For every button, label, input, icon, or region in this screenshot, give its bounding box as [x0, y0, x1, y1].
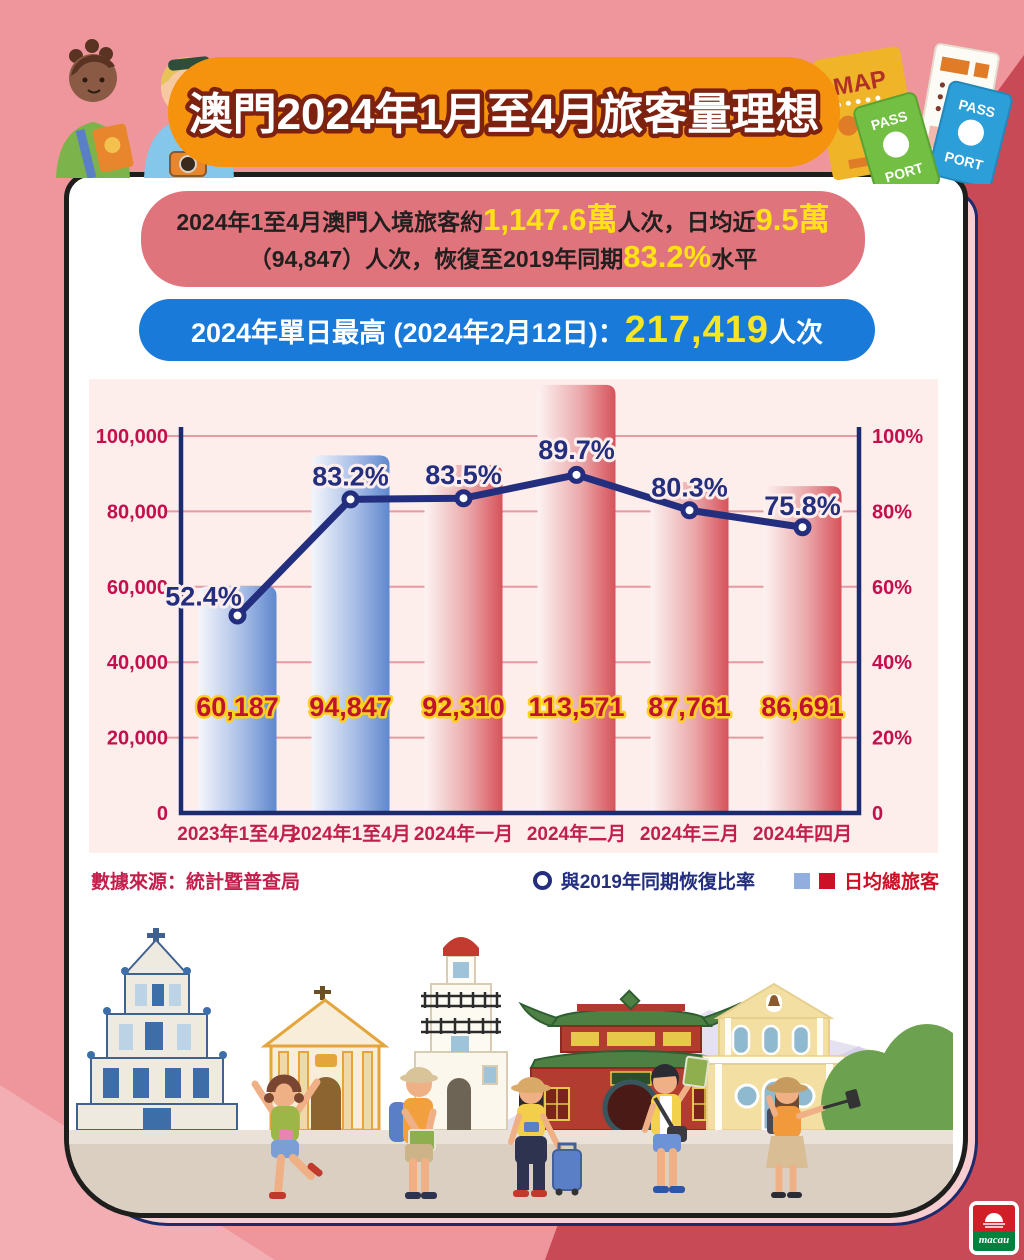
- text-segment: 217,419: [624, 309, 770, 351]
- logo-emblem: [973, 1205, 1015, 1231]
- travel-documents-illustration: MAP PASS PORT PASS PORT: [813, 43, 1013, 184]
- summary-line-1: 2024年1至4月澳門入境旅客約 1,147.6萬 人次，日均近 9.5萬: [176, 202, 829, 239]
- text-segment: 9.5萬: [755, 202, 830, 238]
- percent-label: 83.2%: [312, 461, 389, 491]
- text-segment: 水平: [711, 246, 758, 272]
- left-axis-tick: 40,000: [107, 652, 168, 674]
- x-axis-label: 2023年1至4月: [177, 822, 297, 845]
- text-segment: 2024年1至4月澳門入境旅客約: [176, 209, 484, 236]
- bar-value-label: 113,571: [528, 692, 624, 722]
- left-axis-tick: 20,000: [107, 728, 168, 750]
- left-axis-tick: 60,000: [107, 577, 168, 599]
- left-axis-tick: 100,000: [96, 426, 168, 448]
- summary-line-2: （94,847）人次，恢復至2019年同期 83.2% 水平: [249, 239, 757, 276]
- macau-landmarks-illustration: [69, 928, 953, 1213]
- content-card: 2024年1至4月澳門入境旅客約 1,147.6萬 人次，日均近 9.5萬 （94,8…: [64, 172, 968, 1218]
- bar-legend-label: 日均總旅客: [843, 872, 939, 893]
- right-axis-tick: 60%: [872, 577, 912, 599]
- tourist-backpacker-man: [389, 1067, 438, 1199]
- chart-panel: 100,000 80,000 60,000 40,000 20,000 0 100% 80% 6…: [89, 379, 938, 853]
- left-axis-tick: 0: [157, 803, 168, 825]
- title-banner: 澳門2024年1月至4月旅客量理想: [168, 57, 840, 167]
- bar-value-label: 94,847: [309, 692, 392, 722]
- passport-blue: PASS PORT: [928, 80, 1013, 184]
- right-axis-tick: 20%: [872, 728, 912, 750]
- text-segment: （94,847）人次，恢復至2019年同期: [248, 246, 624, 272]
- passport-in-hand: [92, 123, 134, 173]
- bar: [763, 486, 842, 813]
- x-axis-label: 2024年四月: [753, 822, 852, 845]
- percent-label: 52.4%: [165, 581, 242, 611]
- guia-lighthouse: [414, 937, 508, 1131]
- bar: [650, 482, 729, 813]
- x-axis-label: 2024年1至4月: [290, 822, 410, 845]
- recovery-rate-line: [234, 471, 806, 619]
- line-marker: [680, 501, 699, 520]
- text-segment: 1,147.6萬: [483, 202, 618, 238]
- line-marker: [341, 490, 360, 509]
- daily-peak-banner: 2024年單日最高 (2024年2月12日)： 217,419 人次: [139, 299, 875, 361]
- line-legend-marker-icon: [532, 871, 552, 890]
- chart-legend: 與2019年同期恢復比率 日均總旅客: [532, 867, 939, 894]
- bar: [537, 384, 616, 813]
- bar-legend-blue-swatch-icon: [793, 872, 810, 889]
- percent-label: 83.5%: [425, 460, 502, 490]
- tourist-man-with-map: [642, 1055, 710, 1193]
- road: [69, 1144, 953, 1213]
- x-axis-label: 2024年三月: [640, 822, 739, 845]
- left-axis-tick: 80,000: [107, 501, 168, 523]
- legend-row: 數據來源：統計暨普查局 與2019年同期恢復比率 日均總旅客: [91, 867, 939, 894]
- tourist-woman-suitcase: [508, 1077, 582, 1197]
- page-title: 澳門2024年1月至4月旅客量理想: [189, 90, 820, 139]
- bar-value-label: 60,187: [196, 692, 279, 722]
- tourist-selfie-woman: [766, 1077, 861, 1198]
- right-axis-tick: 0: [872, 803, 883, 825]
- tourist-jumping-woman: [251, 1074, 323, 1199]
- visitors-chart: 100,000 80,000 60,000 40,000 20,000 0 100% 80% 6…: [96, 384, 923, 845]
- bar-legend-red-swatch-icon: [818, 872, 835, 889]
- x-axis-label: 2024年二月: [527, 822, 626, 845]
- percent-label: 89.7%: [538, 435, 615, 465]
- bar-value-label: 86,691: [761, 692, 844, 722]
- bar-value-label: 92,310: [422, 692, 505, 722]
- line-marker: [454, 489, 473, 508]
- macau-tourism-logo: macau: [969, 1201, 1019, 1255]
- passport-green: PASS PORT: [853, 92, 940, 184]
- st-pauls-ruins: [76, 928, 238, 1131]
- axis-frame: [178, 427, 862, 816]
- logo-wordmark: macau: [973, 1231, 1015, 1251]
- text-segment: 人次: [769, 318, 824, 348]
- data-source: 數據來源：統計暨普查局: [91, 872, 301, 893]
- bar: [424, 464, 503, 813]
- percent-label: 80.3%: [651, 472, 728, 502]
- traveler-left: [56, 39, 134, 178]
- line-legend-label: 與2019年同期恢復比率: [560, 872, 755, 893]
- text-segment: 2024年單日最高 (2024年2月12日)：: [190, 318, 625, 348]
- bar-value-label: 87,761: [648, 692, 731, 722]
- line-marker: [793, 518, 812, 537]
- right-axis-tick: 40%: [872, 652, 912, 674]
- right-axis-tick: 100%: [872, 426, 923, 448]
- summary-box: 2024年1至4月澳門入境旅客約 1,147.6萬 人次，日均近 9.5萬 （94,8…: [141, 191, 865, 287]
- text-segment: 人次，日均近: [617, 209, 756, 236]
- line-marker: [228, 606, 247, 625]
- bar: [198, 586, 277, 813]
- bar: [311, 455, 390, 813]
- line-marker: [567, 465, 586, 484]
- percent-label: 75.8%: [764, 491, 841, 521]
- x-axis-label: 2024年一月: [414, 822, 513, 845]
- text-segment: 83.2%: [623, 239, 712, 274]
- right-axis-tick: 80%: [872, 501, 912, 523]
